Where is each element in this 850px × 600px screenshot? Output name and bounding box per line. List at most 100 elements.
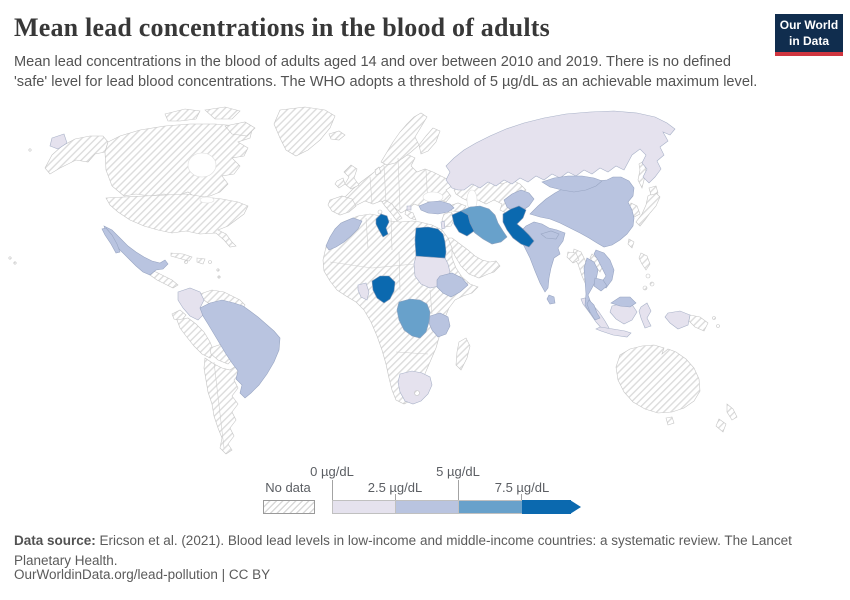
country-hispaniola[interactable] [196, 257, 206, 265]
canada-arctic-island[interactable] [204, 106, 241, 120]
legend-no-data-swatch[interactable] [263, 500, 315, 514]
country-bangladesh[interactable] [566, 251, 580, 264]
country-south-africa[interactable] [397, 370, 433, 405]
region-arabian-peninsula[interactable] [446, 237, 501, 279]
country-new-zealand-south[interactable] [715, 418, 727, 433]
country-morocco[interactable] [325, 217, 363, 251]
country-new-zealand[interactable] [726, 403, 738, 421]
world-map[interactable] [0, 105, 850, 477]
country-italy[interactable] [381, 199, 403, 222]
country-ethiopia[interactable] [436, 272, 469, 298]
island-hokkaido[interactable] [648, 185, 659, 196]
bin2-countries [101, 175, 637, 399]
country-philippines[interactable] [638, 252, 651, 271]
credit-line[interactable]: OurWorldinData.org/lead-pollution | CC B… [14, 567, 271, 582]
country-iraq[interactable] [451, 210, 475, 237]
country-north-macedonia[interactable] [406, 205, 412, 211]
country-denmark[interactable] [374, 166, 382, 176]
legend-swatch-bin4[interactable] [522, 500, 571, 514]
philippine-island[interactable] [649, 281, 655, 287]
country-turkey[interactable] [418, 200, 455, 215]
canada-arctic-island[interactable] [164, 108, 201, 122]
legend-tick-label-0: 0 µg/dL [310, 464, 354, 479]
philippine-island[interactable] [645, 273, 651, 279]
country-indonesia-sulawesi[interactable] [638, 302, 652, 329]
owid-logo[interactable]: Our World in Data [775, 14, 843, 57]
pacific-island[interactable] [28, 148, 32, 152]
country-madagascar[interactable] [455, 337, 471, 371]
island-sardinia[interactable] [377, 209, 383, 215]
country-greenland[interactable] [273, 106, 336, 157]
country-ireland[interactable] [334, 177, 346, 189]
great-lakes [199, 196, 215, 204]
country-tanzania[interactable] [428, 312, 451, 338]
country-russia[interactable] [445, 110, 676, 191]
country-egypt[interactable] [414, 226, 447, 259]
legend-tick-5 [458, 480, 459, 500]
caribbean-island[interactable] [217, 275, 221, 279]
pacific-island[interactable] [13, 261, 17, 265]
pacific-island[interactable] [8, 256, 12, 260]
country-israel[interactable] [440, 220, 446, 230]
legend-swatch-bin1[interactable] [332, 500, 396, 514]
country-malaysia-borneo[interactable] [610, 296, 637, 308]
seas [187, 152, 478, 211]
region-iberia[interactable] [327, 195, 357, 216]
country-iceland[interactable] [328, 130, 346, 141]
country-ecuador[interactable] [171, 309, 187, 322]
country-tunisia[interactable] [375, 213, 390, 238]
legend-tick-label-5: 5 µg/dL [436, 464, 480, 479]
country-ghana[interactable] [357, 282, 370, 301]
legend-swatch-bin3[interactable] [458, 500, 523, 514]
data-source-line: Data source: Ericson et al. (2021). Bloo… [14, 531, 826, 570]
region-scandinavia[interactable] [380, 112, 428, 166]
country-united-kingdom[interactable] [343, 164, 360, 190]
country-dr-congo[interactable] [396, 298, 431, 339]
country-nigeria[interactable] [371, 275, 396, 304]
country-finland[interactable] [418, 127, 441, 155]
country-mongolia[interactable] [541, 175, 603, 193]
region-caucasus[interactable] [448, 202, 467, 213]
country-greece[interactable] [404, 209, 417, 221]
melanesian-island[interactable] [716, 324, 720, 328]
country-cuba[interactable] [170, 252, 193, 262]
country-united-states[interactable] [105, 193, 249, 248]
country-malaysia-peninsula[interactable] [586, 299, 601, 321]
country-nepal[interactable] [540, 230, 560, 240]
country-mexico-baja[interactable] [101, 227, 121, 254]
philippine-island[interactable] [642, 285, 648, 291]
country-brazil[interactable] [199, 299, 281, 399]
country-australia[interactable] [615, 344, 701, 414]
country-indonesia-papua[interactable] [664, 310, 691, 330]
owid-logo-line2: in Data [788, 33, 829, 48]
island-tasmania[interactable] [665, 416, 675, 426]
canada-arctic-island[interactable] [224, 121, 256, 137]
melanesian-island[interactable] [712, 316, 716, 320]
country-russia-chukotka[interactable] [49, 133, 68, 150]
bin3-countries [396, 205, 508, 339]
legend-tick-2-5 [395, 494, 396, 500]
country-taiwan[interactable] [627, 238, 635, 249]
region-levant[interactable] [441, 211, 456, 228]
country-indonesia-java[interactable] [595, 326, 632, 338]
legend-tick-0 [332, 480, 333, 500]
country-canada[interactable] [104, 123, 253, 199]
country-sri-lanka[interactable] [546, 294, 556, 305]
legend-no-data-label: No data [265, 480, 311, 495]
country-lesotho[interactable] [414, 390, 420, 396]
country-japan[interactable] [635, 191, 661, 227]
country-pakistan[interactable] [502, 205, 535, 248]
legend-tick-label-2-5: 2.5 µg/dL [367, 480, 423, 495]
country-cambodia[interactable] [593, 277, 608, 292]
caribbean-island[interactable] [208, 260, 212, 264]
caribbean-island[interactable] [184, 260, 188, 264]
region-central-america[interactable] [147, 269, 179, 289]
legend-swatch-bin2[interactable] [395, 500, 459, 514]
owid-logo-line1: Our World [779, 18, 839, 32]
region-chile-argentina[interactable] [203, 357, 241, 455]
country-mexico[interactable] [103, 225, 169, 276]
data-source-text: Ericson et al. (2021). Blood lead levels… [14, 533, 792, 568]
data-source-label: Data source: [14, 533, 96, 548]
country-papua-new-guinea[interactable] [688, 314, 709, 332]
caribbean-island[interactable] [216, 268, 220, 272]
